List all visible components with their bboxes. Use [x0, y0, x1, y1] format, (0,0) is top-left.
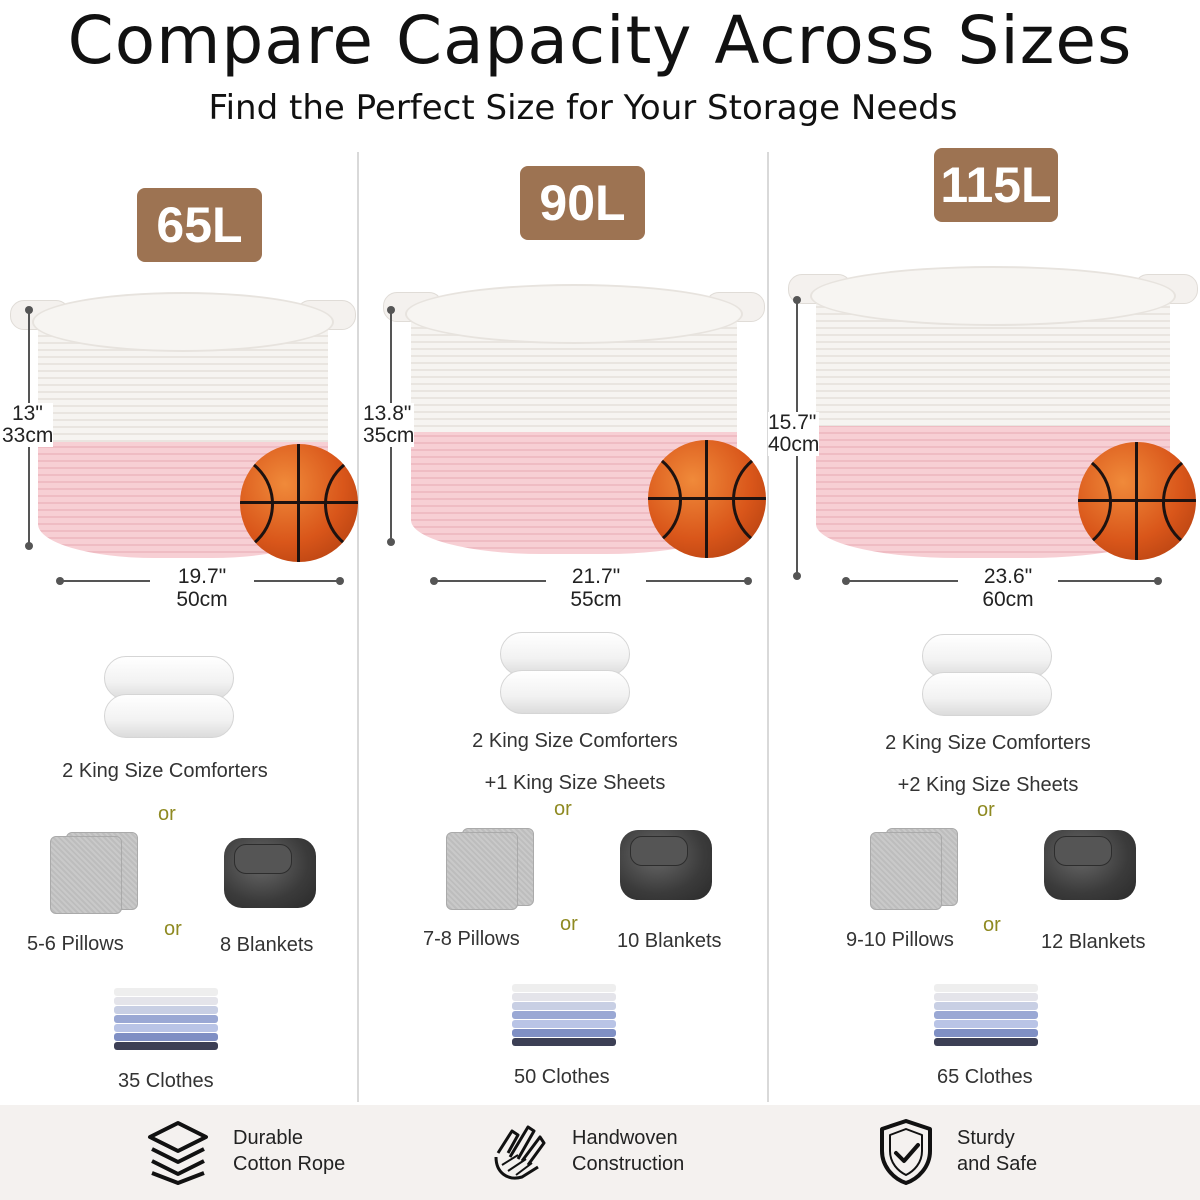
pillows-label: 9-10 Pillows	[846, 929, 954, 951]
shield-check-icon	[880, 1119, 932, 1185]
pillows-label: 5-6 Pillows	[27, 933, 124, 955]
capacity-badge: 115L	[934, 148, 1058, 222]
comforters-label: 2 King Size Comforters	[885, 732, 1091, 754]
clothes-icon	[512, 984, 616, 1046]
clothes-label: 35 Clothes	[118, 1070, 214, 1092]
page-subtitle: Find the Perfect Size for Your Storage N…	[208, 88, 958, 128]
or-label: or	[158, 803, 176, 825]
weave-hands-icon	[494, 1125, 546, 1180]
clothes-label: 65 Clothes	[937, 1066, 1033, 1088]
blanket-icon	[620, 830, 712, 900]
width-label: 23.6" 60cm	[958, 565, 1058, 611]
or-label: or	[554, 798, 572, 820]
blanket-icon	[224, 838, 316, 908]
sheets-label: +1 King Size Sheets	[484, 772, 666, 794]
capacity-badge: 65L	[137, 188, 262, 262]
clothes-label: 50 Clothes	[514, 1066, 610, 1088]
or-label: or	[560, 913, 578, 935]
blankets-label: 10 Blankets	[617, 930, 722, 952]
column-divider	[357, 152, 359, 1102]
width-label: 19.7" 50cm	[150, 565, 254, 611]
capacity-badge: 90L	[520, 166, 645, 240]
blankets-label: 12 Blankets	[1041, 931, 1146, 953]
or-label: or	[977, 799, 995, 821]
height-label: 13.8" 35cm	[363, 402, 415, 447]
height-label: 15.7" 40cm	[768, 411, 820, 456]
blanket-icon	[1044, 830, 1136, 900]
feature-handwoven: Handwoven Construction	[572, 1127, 685, 1175]
clothes-icon	[934, 984, 1038, 1046]
sheets-label: +2 King Size Sheets	[897, 774, 1079, 796]
features-bar: Durable Cotton Rope Handwoven Constructi…	[0, 1105, 1200, 1200]
height-label: 13" 33cm	[2, 402, 54, 447]
or-label: or	[164, 918, 182, 940]
page-title: Compare Capacity Across Sizes	[67, 2, 1133, 79]
or-label: or	[983, 914, 1001, 936]
basketball-icon	[1078, 442, 1196, 560]
feature-durable: Durable Cotton Rope	[233, 1127, 346, 1175]
width-label: 21.7" 55cm	[546, 565, 646, 611]
column-divider	[767, 152, 769, 1102]
clothes-icon	[114, 988, 218, 1050]
basketball-icon	[648, 440, 766, 558]
comforter-icon	[104, 656, 234, 740]
feature-sturdy: Sturdy and Safe	[957, 1127, 1038, 1175]
comforters-label: 2 King Size Comforters	[472, 730, 678, 752]
comforter-icon	[500, 632, 630, 716]
layers-icon	[148, 1121, 208, 1185]
blankets-label: 8 Blankets	[220, 934, 314, 956]
comforters-label: 2 King Size Comforters	[62, 760, 268, 782]
basketball-icon	[240, 444, 358, 562]
pillows-label: 7-8 Pillows	[423, 928, 520, 950]
comforter-icon	[922, 634, 1052, 718]
